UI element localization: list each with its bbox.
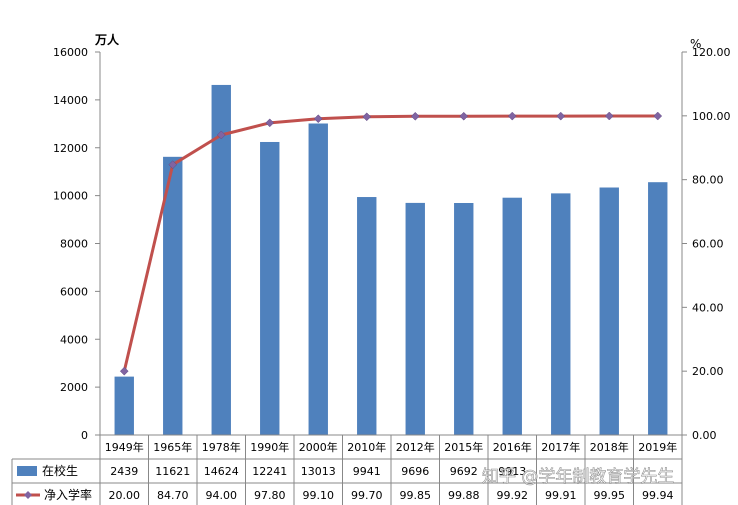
left-tick-label: 14000 — [53, 94, 88, 107]
bar — [357, 197, 377, 435]
line-point — [168, 160, 178, 170]
table-value: 9696 — [401, 465, 429, 478]
bar — [308, 123, 328, 435]
left-tick-label: 2000 — [60, 381, 88, 394]
data-table: 1949年 1965年 1978年 1990年 2000年 2010年 2012年 2015年… — [11, 434, 683, 505]
category-label: 2015年 — [444, 440, 483, 454]
category-label: 1965年 — [153, 440, 192, 454]
table-value: 20.00 — [109, 489, 141, 502]
legend-label: 净入学率 — [44, 487, 92, 502]
line-point — [362, 112, 372, 122]
bar — [211, 84, 231, 436]
line-point — [459, 111, 469, 121]
left-tick-label: 12000 — [53, 142, 88, 155]
category-label: 1978年 — [202, 440, 241, 454]
line-point — [410, 111, 420, 121]
bar-series — [114, 84, 668, 436]
bar — [502, 197, 522, 435]
table-value: 13013 — [301, 465, 336, 478]
table-value: 99.85 — [400, 489, 432, 502]
bar — [260, 141, 280, 435]
line-point — [556, 111, 566, 121]
left-axis-unit: 万人 — [94, 32, 120, 47]
category-label: 2010年 — [347, 440, 386, 454]
right-tick-label: 100.00 — [692, 110, 731, 123]
line-series — [119, 111, 663, 376]
category-label: 1990年 — [250, 440, 289, 454]
category-label: 2012年 — [396, 440, 435, 454]
right-tick-label: 80.00 — [692, 174, 724, 187]
table-value: 99.94 — [642, 489, 674, 502]
table-value: 11621 — [155, 465, 190, 478]
table-value: 12241 — [252, 465, 287, 478]
table-value: 9913 — [498, 465, 526, 478]
left-tick-label: 0 — [81, 429, 88, 442]
bar — [163, 156, 183, 435]
category-label: 1949年 — [105, 440, 144, 454]
bar — [648, 182, 668, 435]
line-point — [507, 111, 517, 121]
right-tick-label: 40.00 — [692, 301, 724, 314]
table-value: 99.92 — [497, 489, 529, 502]
left-tick-label: 8000 — [60, 238, 88, 251]
table-value: 99.70 — [351, 489, 383, 502]
category-label: 2019年 — [638, 440, 677, 454]
table-value: 9692 — [450, 465, 478, 478]
right-axis-ticks: 0.00 20.00 40.00 60.00 80.00 100.00 120.00 — [682, 46, 731, 442]
table-value: 99.88 — [448, 489, 480, 502]
axes — [99, 52, 683, 435]
legend-key-bar — [17, 466, 37, 476]
table-value: 97.80 — [254, 489, 286, 502]
left-tick-label: 16000 — [53, 46, 88, 59]
line-point — [604, 111, 614, 121]
table-value: 99.91 — [545, 489, 577, 502]
left-axis-ticks: 0 2000 4000 6000 8000 10000 12000 14000 16000 — [53, 46, 100, 442]
left-tick-label: 6000 — [60, 285, 88, 298]
category-label: 2018年 — [590, 440, 629, 454]
line-point — [313, 114, 323, 124]
table-value: 14624 — [204, 465, 239, 478]
table-value: 84.70 — [157, 489, 189, 502]
bar — [114, 376, 134, 435]
table-value: 99.10 — [303, 489, 335, 502]
right-tick-label: 120.00 — [692, 46, 731, 59]
bar — [405, 202, 425, 435]
category-label: 2016年 — [493, 440, 532, 454]
left-tick-label: 10000 — [53, 190, 88, 203]
category-label: 2000年 — [299, 440, 338, 454]
table-value: 9941 — [353, 465, 381, 478]
legend-label: 在校生 — [42, 463, 78, 478]
right-tick-label: 0.00 — [692, 429, 717, 442]
table-value: 99.95 — [594, 489, 626, 502]
right-tick-label: 60.00 — [692, 238, 724, 251]
line-point — [216, 130, 226, 140]
table-value: 2439 — [110, 465, 138, 478]
bar — [599, 187, 619, 435]
watermark: 知乎 @学年制教育学先生 — [482, 467, 674, 487]
legend-key-marker — [24, 491, 32, 499]
line-path — [122, 114, 658, 372]
right-tick-label: 20.00 — [692, 365, 724, 378]
line-point — [653, 111, 663, 121]
left-tick-label: 4000 — [60, 333, 88, 346]
table-value: 94.00 — [206, 489, 238, 502]
bar — [551, 193, 571, 435]
bar — [454, 202, 474, 435]
line-point — [119, 366, 129, 376]
category-label: 2017年 — [541, 440, 580, 454]
right-axis-unit: % — [690, 37, 701, 51]
line-point — [265, 118, 275, 128]
